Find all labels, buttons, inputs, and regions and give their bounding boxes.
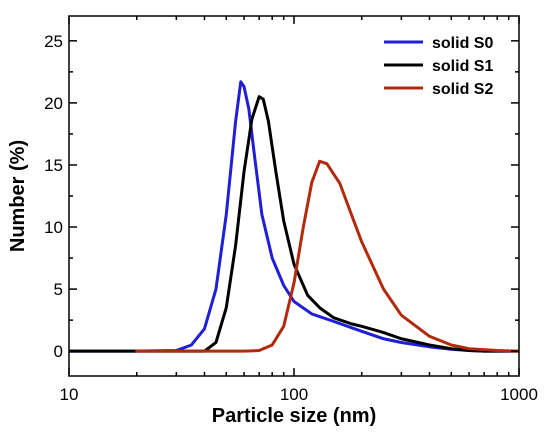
legend-label: solid S0 bbox=[432, 35, 493, 52]
y-axis-title: Number (%) bbox=[7, 140, 29, 252]
y-tick-label: 25 bbox=[44, 32, 63, 51]
x-axis-title: Particle size (nm) bbox=[212, 405, 377, 427]
y-tick-label: 5 bbox=[54, 280, 63, 299]
legend-label: solid S2 bbox=[432, 81, 493, 98]
series-line-solid-s2 bbox=[135, 159, 519, 353]
series-line-solid-s1 bbox=[69, 95, 519, 353]
x-tick-label: 100 bbox=[280, 385, 308, 404]
y-axis-ticks: 0 5 10 15 20 25 bbox=[44, 32, 519, 361]
series-layer bbox=[69, 80, 519, 353]
x-tick-label: 10 bbox=[60, 385, 79, 404]
legend-label: solid S1 bbox=[432, 58, 493, 75]
y-tick-label: 15 bbox=[44, 156, 63, 175]
series-line-solid-s0 bbox=[69, 80, 519, 353]
y-tick-label: 0 bbox=[54, 342, 63, 361]
legend: solid S0 solid S1 solid S2 bbox=[384, 35, 493, 98]
x-tick-label: 1000 bbox=[500, 385, 538, 404]
y-tick-label: 20 bbox=[44, 94, 63, 113]
x-axis-ticks: 10 100 1000 bbox=[60, 16, 538, 404]
y-tick-label: 10 bbox=[44, 218, 63, 237]
